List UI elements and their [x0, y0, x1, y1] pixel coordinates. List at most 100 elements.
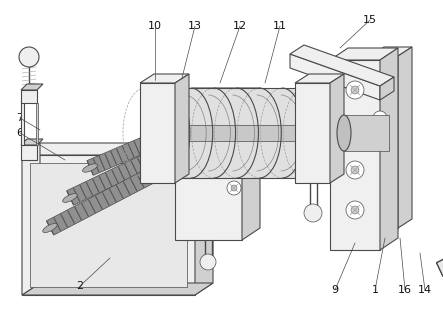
Polygon shape	[175, 100, 242, 240]
Polygon shape	[140, 139, 146, 152]
Polygon shape	[109, 189, 117, 202]
Polygon shape	[131, 161, 137, 174]
Text: 6: 6	[16, 128, 23, 138]
Circle shape	[346, 81, 364, 99]
Polygon shape	[21, 90, 37, 103]
Polygon shape	[74, 207, 82, 220]
Polygon shape	[67, 191, 74, 204]
Ellipse shape	[62, 194, 78, 202]
Text: 2: 2	[77, 281, 84, 291]
Polygon shape	[54, 218, 61, 231]
Circle shape	[346, 121, 364, 139]
Polygon shape	[165, 160, 172, 173]
Polygon shape	[95, 196, 102, 209]
Polygon shape	[66, 136, 188, 205]
Polygon shape	[175, 139, 182, 153]
Polygon shape	[105, 173, 112, 186]
Polygon shape	[169, 126, 175, 140]
Circle shape	[373, 111, 387, 125]
Polygon shape	[150, 151, 157, 165]
Circle shape	[351, 206, 359, 214]
Polygon shape	[21, 145, 37, 160]
Polygon shape	[398, 47, 412, 228]
Polygon shape	[118, 167, 125, 180]
Polygon shape	[151, 167, 158, 180]
Text: 10: 10	[148, 21, 162, 31]
Polygon shape	[180, 121, 187, 135]
Circle shape	[346, 201, 364, 219]
Polygon shape	[21, 84, 43, 90]
Polygon shape	[99, 156, 105, 169]
Circle shape	[304, 204, 322, 222]
Circle shape	[231, 185, 237, 191]
Polygon shape	[117, 149, 123, 162]
Polygon shape	[157, 131, 163, 145]
Polygon shape	[36, 103, 38, 145]
Polygon shape	[290, 54, 380, 100]
Polygon shape	[86, 182, 93, 195]
Polygon shape	[330, 48, 398, 60]
Text: 14: 14	[418, 285, 432, 295]
Polygon shape	[22, 143, 40, 295]
Polygon shape	[67, 211, 75, 224]
Polygon shape	[344, 115, 389, 151]
Polygon shape	[145, 136, 152, 149]
Polygon shape	[134, 141, 140, 155]
Polygon shape	[21, 100, 24, 145]
Polygon shape	[436, 61, 443, 276]
Polygon shape	[295, 74, 344, 83]
Polygon shape	[140, 125, 335, 141]
Polygon shape	[22, 283, 213, 295]
Text: 16: 16	[398, 285, 412, 295]
Polygon shape	[47, 156, 179, 235]
Text: 9: 9	[331, 285, 338, 295]
Polygon shape	[158, 163, 165, 176]
Circle shape	[351, 126, 359, 134]
Polygon shape	[93, 179, 99, 192]
Polygon shape	[82, 203, 89, 216]
Polygon shape	[88, 200, 96, 213]
Polygon shape	[175, 74, 189, 183]
Polygon shape	[163, 145, 169, 159]
Polygon shape	[102, 192, 109, 205]
Polygon shape	[112, 170, 118, 183]
Polygon shape	[242, 88, 260, 240]
Ellipse shape	[337, 115, 351, 151]
Circle shape	[231, 155, 237, 161]
Polygon shape	[123, 182, 130, 195]
Polygon shape	[172, 156, 179, 169]
Circle shape	[19, 47, 39, 67]
Polygon shape	[128, 144, 134, 157]
Polygon shape	[175, 88, 260, 100]
Polygon shape	[175, 124, 181, 137]
Text: 12: 12	[233, 21, 247, 31]
Polygon shape	[137, 158, 144, 171]
Text: 1: 1	[372, 285, 378, 295]
Polygon shape	[22, 155, 195, 295]
Polygon shape	[87, 161, 93, 175]
Polygon shape	[61, 214, 68, 227]
Circle shape	[227, 151, 241, 165]
Polygon shape	[137, 174, 144, 187]
Polygon shape	[195, 143, 213, 295]
Polygon shape	[140, 74, 189, 83]
Polygon shape	[156, 149, 163, 162]
Polygon shape	[144, 171, 151, 184]
Polygon shape	[30, 163, 187, 287]
Circle shape	[227, 181, 241, 195]
Polygon shape	[73, 188, 80, 201]
Polygon shape	[290, 45, 394, 86]
Polygon shape	[80, 185, 86, 198]
Polygon shape	[93, 159, 99, 172]
Polygon shape	[47, 221, 54, 234]
Text: 13: 13	[188, 21, 202, 31]
Polygon shape	[145, 88, 305, 178]
Polygon shape	[124, 164, 131, 177]
Polygon shape	[116, 185, 123, 198]
Polygon shape	[110, 151, 117, 165]
Polygon shape	[21, 139, 43, 145]
Polygon shape	[370, 47, 412, 56]
Polygon shape	[152, 134, 158, 147]
Ellipse shape	[82, 164, 97, 172]
Polygon shape	[99, 176, 105, 189]
